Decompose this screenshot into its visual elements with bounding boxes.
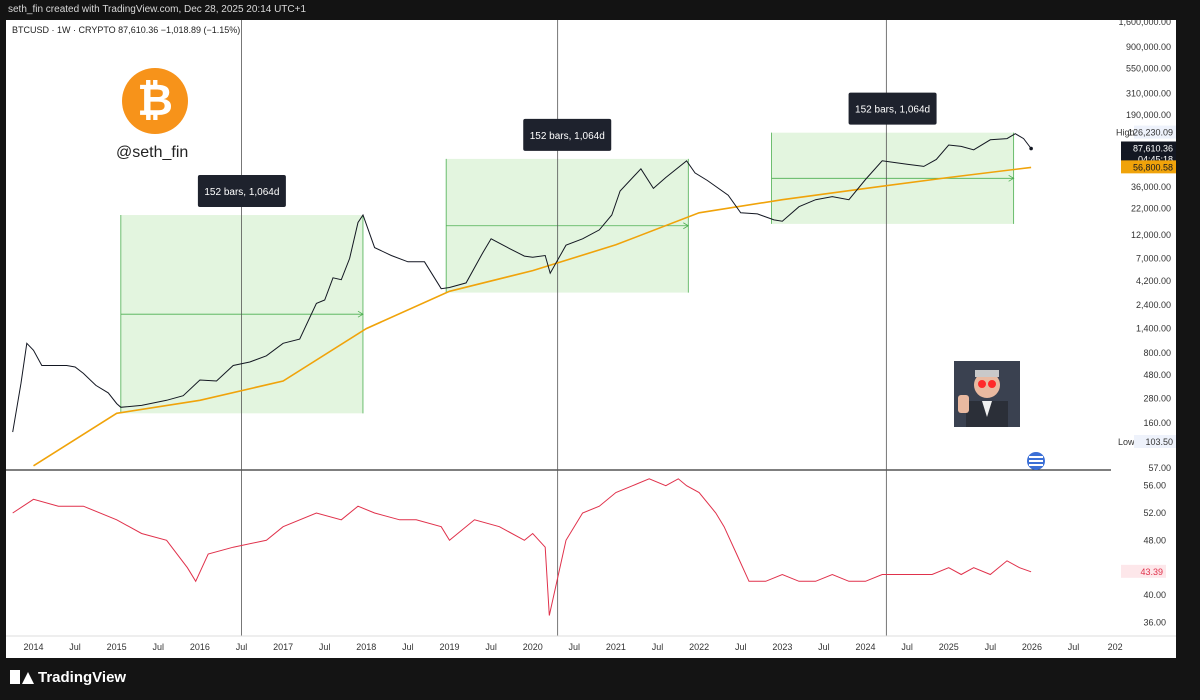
last-price-tag-bg: [1121, 141, 1176, 155]
time-tick: Jul: [901, 642, 913, 652]
indicator-value-tag: 43.39: [1140, 567, 1163, 577]
low-value: 103.50: [1145, 437, 1173, 447]
time-tick: Jul: [153, 642, 165, 652]
time-tick: Jul: [319, 642, 331, 652]
price-tick: 36,000.00: [1131, 182, 1171, 192]
time-tick: 202: [1108, 642, 1123, 652]
last-price-tag: 87,610.36: [1133, 143, 1173, 153]
tradingview-mark-icon: [10, 668, 34, 686]
price-tick: 280.00: [1143, 394, 1171, 404]
price-tick: 310,000.00: [1126, 88, 1171, 98]
time-tick: Jul: [236, 642, 248, 652]
high-label: High: [1116, 128, 1135, 138]
price-tick: 4,200.00: [1136, 276, 1171, 286]
time-tick: Jul: [69, 642, 81, 652]
chart-svg[interactable]: 1,600,000.00 900,000.00 550,000.00 310,000.…: [6, 20, 1176, 658]
time-tick: 2017: [273, 642, 293, 652]
price-tick: 1,400.00: [1136, 324, 1171, 334]
price-tick: 550,000.00: [1126, 63, 1171, 73]
indicator-tick: 40.00: [1143, 590, 1166, 600]
ma-value-tag: 56,800.58: [1133, 162, 1173, 172]
date-range-arrowhead: [357, 310, 364, 318]
price-line: [12, 133, 1032, 433]
date-range-arrowhead: [683, 222, 690, 230]
indicator-tick: 36.00: [1143, 617, 1166, 627]
us-flag-icon: [1027, 452, 1045, 470]
range-label-bg: [848, 92, 937, 125]
low-label: Low: [1118, 437, 1135, 447]
avatar-illustration: [954, 361, 1020, 427]
range-label-bg: [197, 175, 286, 208]
price-tick: 22,000.00: [1131, 204, 1171, 214]
indicator-tick: 56.00: [1143, 481, 1166, 491]
time-tick: 2019: [439, 642, 459, 652]
ma-line: [33, 166, 1032, 467]
indicator-line: [12, 478, 1032, 616]
price-tick: 12,000.00: [1131, 230, 1171, 240]
time-tick: 2021: [606, 642, 626, 652]
time-tick: Jul: [985, 642, 997, 652]
time-tick: Jul: [1068, 642, 1080, 652]
range-label: 152 bars, 1,064d: [855, 105, 930, 116]
time-tick: 2026: [1022, 642, 1042, 652]
avatar-photo: [954, 361, 1020, 427]
last-price-dot: [1029, 146, 1033, 151]
price-tick: 1,600,000.00: [1118, 20, 1171, 27]
price-tick: 190,000.00: [1126, 110, 1171, 120]
price-tick: 800.00: [1143, 348, 1171, 358]
bitcoin-logo-icon: ₿: [122, 68, 188, 134]
time-tick: 2022: [689, 642, 709, 652]
time-tick: Jul: [402, 642, 414, 652]
price-tick: 2,400.00: [1136, 300, 1171, 310]
time-tick: 2018: [356, 642, 376, 652]
header-bar: seth_fin created with TradingView.com, D…: [0, 0, 1200, 20]
indicator-tick: 52.00: [1143, 508, 1166, 518]
price-tick: 7,000.00: [1136, 254, 1171, 264]
range-label: 152 bars, 1,064d: [530, 131, 605, 142]
time-tick: Jul: [735, 642, 747, 652]
time-tick: 2023: [772, 642, 792, 652]
time-tick: Jul: [485, 642, 497, 652]
time-tick: 2015: [107, 642, 127, 652]
footer: TradingView: [0, 658, 1200, 700]
price-tick: 480.00: [1143, 370, 1171, 380]
price-tick: 57.00: [1148, 463, 1171, 473]
time-tick: 2016: [190, 642, 210, 652]
time-tick: Jul: [652, 642, 664, 652]
time-tick: 2014: [23, 642, 43, 652]
indicator-value-tag-bg: [1121, 564, 1166, 578]
ma-value-tag-bg: [1121, 160, 1176, 174]
author-handle: @seth_fin: [116, 144, 189, 161]
range-label: 152 bars, 1,064d: [204, 187, 279, 198]
time-tick: Jul: [569, 642, 581, 652]
time-tick: Jul: [818, 642, 830, 652]
time-tick: 2024: [856, 642, 876, 652]
indicator-tick: 48.00: [1143, 535, 1166, 545]
time-tick: 2025: [939, 642, 959, 652]
time-tick: 2020: [523, 642, 543, 652]
countdown-tag: 04:45:18: [1138, 154, 1173, 164]
high-value: 126,230.09: [1128, 128, 1173, 138]
chart-area[interactable]: 1,600,000.00 900,000.00 550,000.00 310,000.…: [6, 20, 1176, 658]
high-value-bg: [1134, 125, 1176, 139]
date-range-arrowhead: [1008, 174, 1015, 182]
range-label-bg: [523, 118, 612, 151]
tradingview-wordmark: TradingView: [38, 668, 127, 686]
legend-symbol: BTCUSD · 1W · CRYPTO 87,610.36 −1,018.89…: [12, 25, 240, 35]
price-tick: 900,000.00: [1126, 42, 1171, 52]
tradingview-logo[interactable]: TradingView: [10, 668, 126, 686]
price-tick: 160.00: [1143, 418, 1171, 428]
low-value-bg: [1134, 435, 1176, 449]
